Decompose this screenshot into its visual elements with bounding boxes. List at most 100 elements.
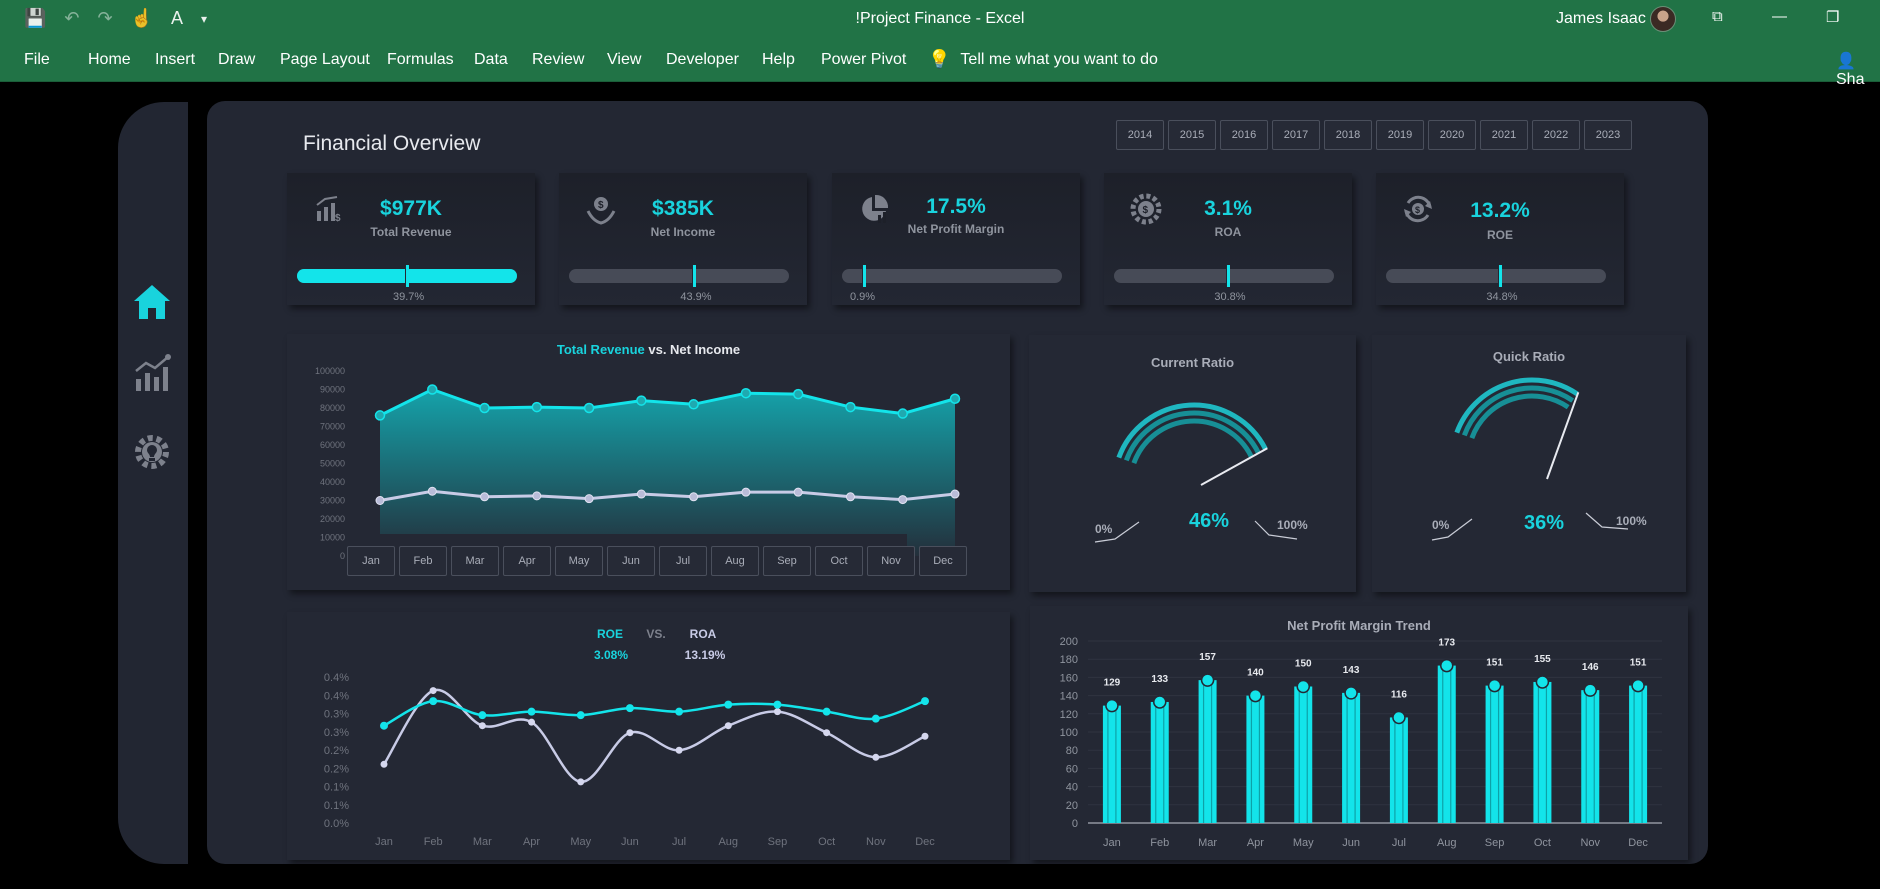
gauge-arc [1461, 385, 1575, 437]
year-button[interactable]: 2016 [1220, 120, 1268, 150]
year-button[interactable]: 2020 [1428, 120, 1476, 150]
roe-point [724, 700, 733, 709]
y-tick-label: 0.1% [324, 782, 349, 794]
excel-title-bar: 💾 ↶ ↷ ☝ A ▾ !Project Finance - Excel Jam… [0, 0, 1880, 40]
kpi-marker [1226, 265, 1231, 287]
tab-formulas[interactable]: Formulas [387, 51, 454, 68]
year-button[interactable]: 2022 [1532, 120, 1580, 150]
tab-developer[interactable]: Developer [666, 51, 739, 68]
minimize-icon[interactable]: — [1772, 8, 1787, 25]
bar-cap [1535, 675, 1550, 689]
y-tick-label: 50000 [320, 459, 345, 469]
tab-home[interactable]: Home [88, 51, 131, 68]
kpi-value: 3.1% [1204, 197, 1252, 220]
net-income-point [898, 495, 908, 505]
restore-icon[interactable]: ❐ [1826, 9, 1840, 26]
quick-access-toolbar: 💾 ↶ ↷ ☝ A ▾ [24, 8, 207, 29]
year-button[interactable]: 2019 [1376, 120, 1424, 150]
revenue-point [688, 399, 699, 410]
chart-title-rest: vs. Net Income [644, 342, 741, 357]
x-tick-label: Apr [1247, 837, 1264, 849]
settings-idea-icon[interactable] [132, 432, 172, 472]
tab-draw[interactable]: Draw [218, 51, 256, 68]
gauge-min-tick [1094, 521, 1140, 543]
x-tick-label: Apr [523, 836, 540, 848]
x-tick-label: Feb [1150, 837, 1169, 849]
tab-help[interactable]: Help [762, 51, 795, 68]
roa-point [921, 732, 929, 740]
spelling-icon[interactable]: A [171, 8, 184, 28]
month-button[interactable]: Oct [815, 546, 863, 576]
roe-point [429, 697, 438, 706]
month-button[interactable]: May [555, 546, 603, 576]
bar [1294, 686, 1313, 823]
month-button[interactable]: Aug [711, 546, 759, 576]
tell-me-search[interactable]: 💡 Tell me what you want to do [928, 49, 1158, 70]
customize-qat-icon[interactable]: ▾ [201, 11, 208, 26]
user-name[interactable]: James Isaac [1556, 10, 1646, 27]
month-button[interactable]: Dec [919, 546, 967, 576]
bar [1342, 692, 1361, 823]
x-tick-label: Jan [375, 836, 393, 848]
month-button[interactable]: Apr [503, 546, 551, 576]
bar-cap [1487, 678, 1502, 693]
revenue-point [479, 402, 490, 414]
month-button[interactable]: Jun [607, 546, 655, 576]
x-tick-label: Oct [818, 836, 835, 848]
year-button[interactable]: 2018 [1324, 120, 1372, 150]
tab-file[interactable]: File [24, 51, 50, 68]
bar [1389, 717, 1408, 823]
ribbon-tabs: File Home Insert Draw Page Layout Formul… [0, 40, 1880, 88]
svg-text:$: $ [1143, 205, 1149, 216]
share-button[interactable]: 👤 Sha [1836, 53, 1865, 88]
month-button[interactable]: Feb [399, 546, 447, 576]
redo-icon[interactable]: ↷ [97, 8, 113, 28]
month-button[interactable]: Sep [763, 546, 811, 576]
y-tick-label: 100000 [315, 366, 345, 376]
y-tick-label: 0 [340, 551, 345, 561]
roa-value: 13.19% [685, 648, 726, 662]
ribbon-display-icon[interactable]: ⧉ [1712, 8, 1723, 25]
y-tick-label: 40 [1066, 782, 1078, 794]
year-button[interactable]: 2021 [1480, 120, 1528, 150]
kpi-roa: $ 3.1% ROA 30.8% [1104, 173, 1352, 305]
gauge-title: Current Ratio [1150, 355, 1235, 370]
month-button[interactable]: Jul [659, 546, 707, 576]
tab-power-pivot[interactable]: Power Pivot [821, 51, 907, 68]
month-button[interactable]: Jan [347, 546, 395, 576]
touch-mode-icon[interactable]: ☝ [130, 8, 154, 28]
bar [1485, 685, 1504, 823]
page-title: Financial Overview [303, 132, 481, 155]
tab-review[interactable]: Review [532, 51, 585, 68]
analytics-chart-icon[interactable] [132, 353, 172, 393]
revenue-point [792, 388, 804, 400]
tab-page-layout[interactable]: Page Layout [280, 51, 370, 68]
month-button[interactable]: Nov [867, 546, 915, 576]
tab-data[interactable]: Data [474, 51, 508, 68]
year-button[interactable]: 2017 [1272, 120, 1320, 150]
roe-point [773, 700, 782, 709]
current-ratio-card: Current Ratio 0% 100% 46% [1029, 335, 1356, 592]
home-icon[interactable] [132, 282, 172, 322]
save-icon[interactable]: 💾 [24, 8, 47, 28]
undo-icon[interactable]: ↶ [64, 8, 80, 28]
roe-icon: $ [1404, 195, 1432, 223]
year-slicer: 2014 2015 2016 2017 2018 2019 2020 2021 … [1116, 120, 1632, 150]
month-button[interactable]: Mar [451, 546, 499, 576]
year-button[interactable]: 2015 [1168, 120, 1216, 150]
kpi-progress-track [569, 269, 789, 283]
kpi-label: Total Revenue [370, 225, 452, 239]
gauge-needle [1546, 392, 1580, 480]
year-button[interactable]: 2023 [1584, 120, 1632, 150]
tab-view[interactable]: View [607, 51, 642, 68]
chart-title: Net Profit Margin Trend [1287, 618, 1431, 633]
year-button[interactable]: 2014 [1116, 120, 1164, 150]
kpi-value: 17.5% [926, 195, 986, 218]
y-tick-label: 0.1% [324, 800, 349, 812]
tab-insert[interactable]: Insert [155, 51, 196, 68]
x-tick-label: Mar [473, 836, 492, 848]
kpi-value: $385K [652, 197, 714, 220]
gauge-needle [1200, 447, 1268, 486]
x-tick-label: Jul [672, 836, 686, 848]
avatar[interactable] [1650, 6, 1676, 32]
